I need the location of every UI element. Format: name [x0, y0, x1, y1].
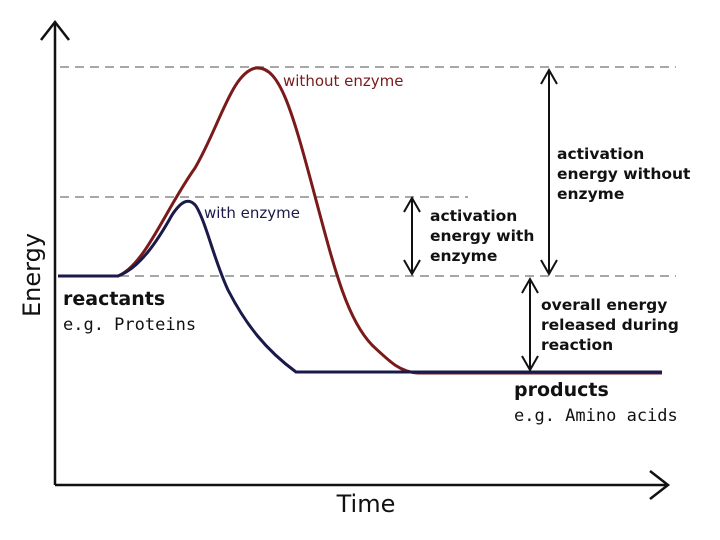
x-axis — [55, 470, 671, 500]
annotation-activation-with-line: enzyme — [430, 247, 497, 265]
annotation-overall-energy-line: reaction — [541, 336, 613, 354]
reactants-example: e.g. Proteins — [63, 315, 196, 335]
annotation-activation-without: activation energy without enzyme — [557, 145, 696, 203]
y-axis — [40, 19, 70, 485]
products-example: e.g. Amino acids — [514, 406, 678, 426]
annotation-activation-without-line: activation — [557, 145, 644, 163]
y-axis-label: Energy — [18, 233, 46, 317]
annotation-activation-without-line: enzyme — [557, 185, 624, 203]
annotation-activation-without-line: energy without — [557, 165, 691, 183]
label-without-enzyme: without enzyme — [283, 72, 403, 90]
arrow-activation-without — [540, 67, 558, 277]
y-axis-arrowhead — [40, 19, 70, 41]
x-axis-label: Time — [336, 490, 396, 518]
products-title: products — [514, 379, 609, 401]
annotation-activation-with-line: energy with — [430, 227, 534, 245]
label-with-enzyme: with enzyme — [204, 204, 300, 222]
reactants-title: reactants — [63, 288, 165, 310]
annotation-overall-energy: overall energy released during reaction — [541, 296, 684, 354]
annotation-overall-energy-line: released during — [541, 316, 679, 334]
arrow-overall-energy — [521, 276, 539, 373]
annotation-activation-with: activation energy with enzyme — [430, 207, 540, 265]
annotation-activation-with-line: activation — [430, 207, 517, 225]
arrow-activation-with — [403, 195, 421, 277]
curve-without-enzyme — [58, 66, 662, 375]
annotation-overall-energy-line: overall energy — [541, 296, 667, 314]
curve-with-enzyme — [58, 199, 662, 374]
x-axis-arrowhead — [649, 470, 671, 500]
